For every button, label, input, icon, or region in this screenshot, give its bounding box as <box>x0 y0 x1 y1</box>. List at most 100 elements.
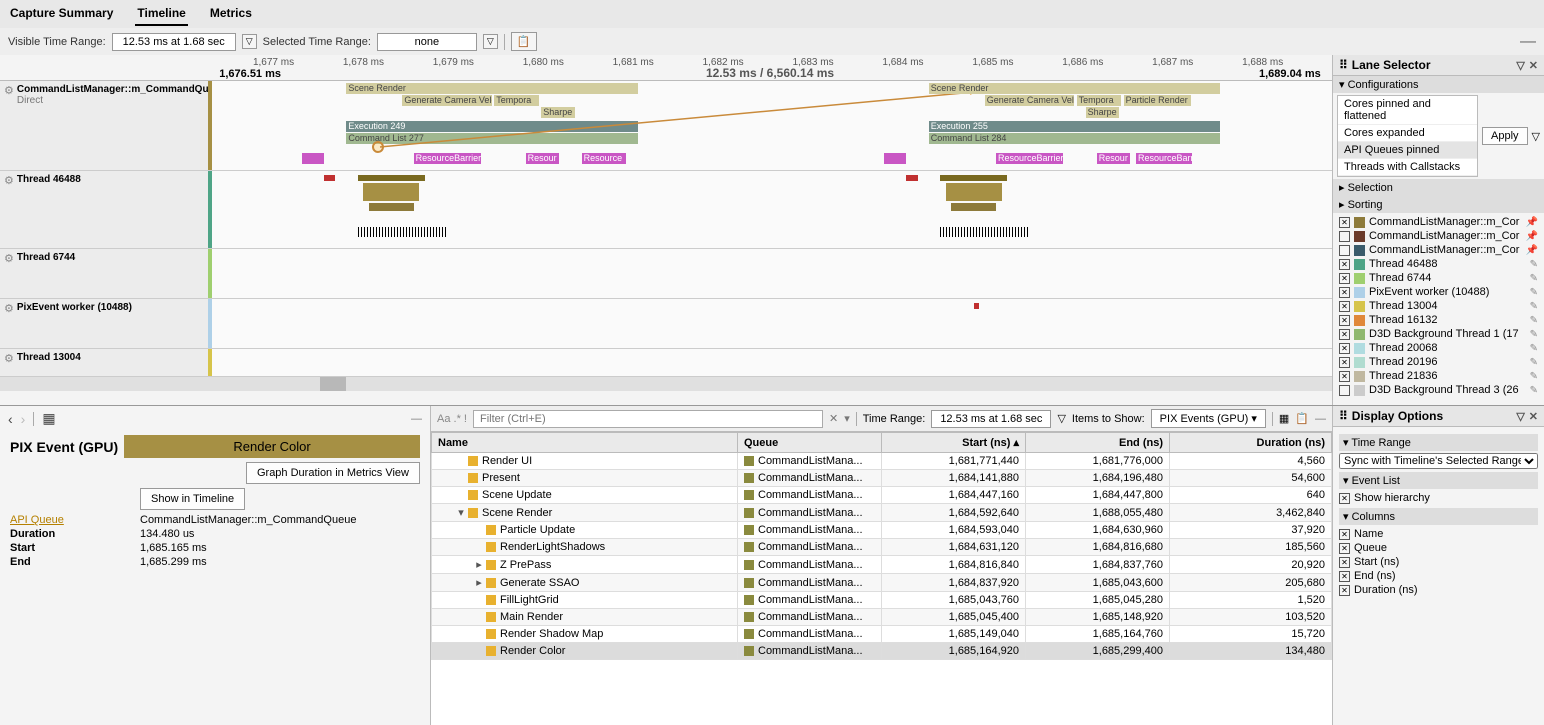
config-item[interactable]: API Queues pinned <box>1338 142 1477 159</box>
time-range-sync-select[interactable]: Sync with Timeline's Selected Range <box>1339 453 1538 469</box>
pin-icon[interactable]: ✎ <box>1530 301 1538 312</box>
lane-selector-close-icon[interactable]: ✕ <box>1529 59 1538 72</box>
detail-grid-icon[interactable]: ▦ <box>42 410 55 427</box>
table-row[interactable]: ▾Scene Render CommandListMana... 1,684,5… <box>432 504 1332 522</box>
display-options-close-icon[interactable]: ✕ <box>1529 410 1538 423</box>
configurations-header[interactable]: ▾ Configurations <box>1333 76 1544 93</box>
table-row[interactable]: Render UI CommandListMana... 1,681,771,4… <box>432 453 1332 470</box>
apply-dropdown[interactable]: ▽ <box>1532 130 1540 143</box>
lane-track-command-queue[interactable]: Scene Render Generate Camera Velo Tempor… <box>208 81 1332 170</box>
table-row[interactable]: Particle Update CommandListMana... 1,684… <box>432 522 1332 539</box>
col-duration[interactable]: Duration (ns) <box>1170 433 1332 453</box>
pin-icon[interactable]: 📌 <box>1526 217 1538 228</box>
show-in-timeline-button[interactable]: Show in Timeline <box>140 488 245 510</box>
sorting-header[interactable]: ▸ Sorting <box>1333 196 1544 213</box>
lane-checkbox[interactable] <box>1339 245 1350 256</box>
lane-checkbox[interactable]: ✕ <box>1339 343 1350 354</box>
events-clipboard-icon[interactable]: 📋 <box>1295 412 1309 425</box>
selection-header[interactable]: ▸ Selection <box>1333 179 1544 196</box>
lane-selector-item[interactable]: ✕ Thread 20068 ✎ <box>1337 341 1540 355</box>
column-checkbox[interactable]: ✕End (ns) <box>1339 569 1538 583</box>
lane-checkbox[interactable]: ✕ <box>1339 301 1350 312</box>
lane-checkbox[interactable]: ✕ <box>1339 371 1350 382</box>
selected-time-range-dropdown[interactable]: ▽ <box>483 34 498 49</box>
selected-time-range-value[interactable]: none <box>377 33 477 51</box>
lane-selector-item[interactable]: ✕ PixEvent worker (10488) ✎ <box>1337 285 1540 299</box>
time-ruler[interactable]: 1,677 ms1,678 ms1,679 ms1,680 ms1,681 ms… <box>0 55 1332 81</box>
detail-forward-icon[interactable]: › <box>21 411 26 427</box>
lane-checkbox[interactable] <box>1339 231 1350 242</box>
filter-mode-label[interactable]: Aa .* ! <box>437 413 467 425</box>
lane-checkbox[interactable]: ✕ <box>1339 273 1350 284</box>
pin-icon[interactable]: ✎ <box>1530 371 1538 382</box>
gear-icon[interactable]: ⚙ <box>4 302 14 315</box>
gear-icon[interactable]: ⚙ <box>4 352 14 365</box>
tab-capture-summary[interactable]: Capture Summary <box>8 2 115 26</box>
lane-label-thread-46488[interactable]: ⚙ Thread 46488 <box>0 171 208 248</box>
lane-selector-item[interactable]: CommandListManager::m_Cor 📌 <box>1337 229 1540 243</box>
visible-time-range-value[interactable]: 12.53 ms at 1.68 sec <box>112 33 236 51</box>
pin-icon[interactable]: ✎ <box>1530 259 1538 270</box>
lane-selector-item[interactable]: ✕ D3D Background Thread 1 (17 ✎ <box>1337 327 1540 341</box>
table-row[interactable]: ▸Generate SSAO CommandListMana... 1,684,… <box>432 574 1332 592</box>
filter-dropdown-icon[interactable]: ▾ <box>844 412 850 425</box>
lane-selector-item[interactable]: CommandListManager::m_Cor 📌 <box>1337 243 1540 257</box>
items-to-show-value[interactable]: PIX Events (GPU) ▾ <box>1151 409 1266 428</box>
col-name[interactable]: Name <box>432 433 738 453</box>
event-list-section[interactable]: ▾ Event List <box>1339 472 1538 489</box>
pin-icon[interactable]: ✎ <box>1530 287 1538 298</box>
apply-button[interactable]: Apply <box>1482 127 1528 145</box>
column-checkbox[interactable]: ✕Start (ns) <box>1339 555 1538 569</box>
table-row[interactable]: RenderLightShadows CommandListMana... 1,… <box>432 539 1332 556</box>
column-checkbox[interactable]: ✕Name <box>1339 527 1538 541</box>
col-queue[interactable]: Queue <box>738 433 882 453</box>
table-row[interactable]: Render Shadow Map CommandListMana... 1,6… <box>432 626 1332 643</box>
columns-section[interactable]: ▾ Columns <box>1339 508 1538 525</box>
lane-label-pixevent[interactable]: ⚙ PixEvent worker (10488) <box>0 299 208 348</box>
pin-icon[interactable]: ✎ <box>1530 315 1538 326</box>
lane-checkbox[interactable]: ✕ <box>1339 287 1350 298</box>
lane-selector-item[interactable]: ✕ Thread 6744 ✎ <box>1337 271 1540 285</box>
detail-minimize-icon[interactable]: — <box>411 413 422 425</box>
pin-icon[interactable]: ✎ <box>1530 385 1538 396</box>
tree-toggle-icon[interactable]: ▾ <box>456 506 466 519</box>
tab-metrics[interactable]: Metrics <box>208 2 254 26</box>
lane-label-command-queue[interactable]: ⚙ CommandListManager::m_CommandQueue Dir… <box>0 81 208 170</box>
lane-label-thread-6744[interactable]: ⚙ Thread 6744 <box>0 249 208 298</box>
table-row[interactable]: FillLightGrid CommandListMana... 1,685,0… <box>432 592 1332 609</box>
pin-icon[interactable]: 📌 <box>1526 231 1538 242</box>
column-checkbox[interactable]: ✕Queue <box>1339 541 1538 555</box>
config-item[interactable]: Threads with Callstacks <box>1338 159 1477 176</box>
gear-icon[interactable]: ⚙ <box>4 252 14 265</box>
events-time-range-dropdown[interactable]: ▽ <box>1057 412 1065 425</box>
col-end[interactable]: End (ns) <box>1026 433 1170 453</box>
col-start[interactable]: Start (ns) ▴ <box>882 433 1026 453</box>
detail-back-icon[interactable]: ‹ <box>8 411 13 427</box>
gear-icon[interactable]: ⚙ <box>4 174 14 187</box>
table-row[interactable]: Scene Update CommandListMana... 1,684,44… <box>432 487 1332 504</box>
lane-selector-item[interactable]: ✕ Thread 46488 ✎ <box>1337 257 1540 271</box>
lane-selector-item[interactable]: ✕ CommandListManager::m_Cor 📌 <box>1337 215 1540 229</box>
lane-track-thread-6744[interactable] <box>208 249 1332 298</box>
events-time-range-value[interactable]: 12.53 ms at 1.68 sec <box>931 410 1051 428</box>
gear-icon[interactable]: ⚙ <box>4 84 14 97</box>
lane-checkbox[interactable]: ✕ <box>1339 315 1350 326</box>
pin-icon[interactable]: ✎ <box>1530 357 1538 368</box>
lane-track-pixevent[interactable] <box>208 299 1332 348</box>
api-queue-link[interactable]: API Queue <box>10 514 140 526</box>
display-options-grip-icon[interactable]: ⠿ <box>1339 409 1348 423</box>
lane-checkbox[interactable]: ✕ <box>1339 357 1350 368</box>
minimize-icon[interactable]: — <box>1520 33 1536 51</box>
table-row[interactable]: Render Color CommandListMana... 1,685,16… <box>432 643 1332 660</box>
tree-toggle-icon[interactable]: ▸ <box>474 558 484 571</box>
lane-label-thread-13004[interactable]: ⚙ Thread 13004 <box>0 349 208 376</box>
show-hierarchy-checkbox[interactable]: ✕Show hierarchy <box>1339 491 1538 505</box>
tab-timeline[interactable]: Timeline <box>135 2 187 26</box>
filter-clear-icon[interactable]: ✕ <box>829 412 838 425</box>
lane-selector-dropdown-icon[interactable]: ▽ <box>1516 59 1524 72</box>
lane-selector-item[interactable]: ✕ Thread 20196 ✎ <box>1337 355 1540 369</box>
pin-icon[interactable]: ✎ <box>1530 273 1538 284</box>
lane-selector-item[interactable]: ✕ Thread 13004 ✎ <box>1337 299 1540 313</box>
tree-toggle-icon[interactable]: ▸ <box>474 576 484 589</box>
table-row[interactable]: Present CommandListMana... 1,684,141,880… <box>432 470 1332 487</box>
